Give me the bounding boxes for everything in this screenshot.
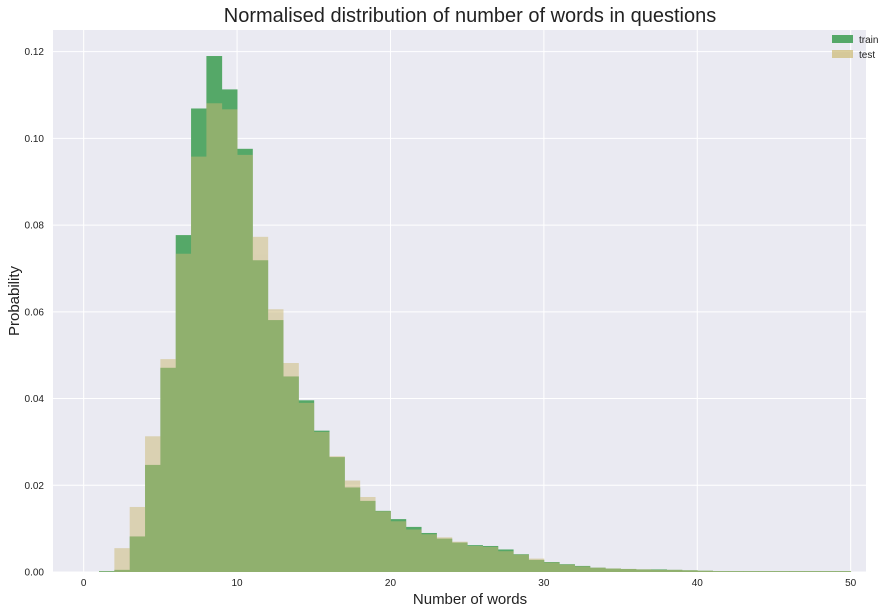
bar-test	[421, 534, 437, 572]
bar-test	[405, 529, 422, 572]
bar-test	[237, 154, 253, 572]
bar-test	[727, 571, 744, 572]
bar-test	[359, 496, 376, 572]
bar-test	[635, 569, 652, 572]
y-tick-labels: 0.00 0.02 0.04 0.06 0.08 0.10 0.12	[25, 47, 45, 578]
legend-swatch-train	[832, 35, 853, 43]
legend-label-train: train	[859, 35, 878, 46]
bar-test	[589, 567, 606, 572]
bar-test	[129, 506, 146, 572]
legend: train test	[832, 35, 878, 61]
bar-test	[329, 456, 345, 572]
x-tick-label: 0	[81, 578, 87, 589]
bar-test	[467, 545, 483, 572]
bar-test	[605, 568, 621, 572]
series-test	[99, 103, 852, 573]
y-tick-label: 0.02	[25, 481, 45, 492]
bar-test	[436, 537, 453, 572]
y-tick-label: 0.08	[25, 221, 45, 232]
bar-test	[651, 569, 667, 572]
bar-test	[666, 569, 683, 572]
y-tick-label: 0.06	[25, 307, 45, 318]
bar-test	[114, 548, 131, 572]
x-tick-label: 10	[232, 578, 244, 589]
bar-test	[543, 562, 560, 572]
y-axis-title: Probability	[6, 265, 23, 336]
legend-swatch-test	[832, 50, 853, 58]
x-tick-label: 20	[385, 578, 397, 589]
bar-test	[482, 546, 499, 572]
bar-test	[497, 551, 514, 572]
bar-test	[758, 571, 775, 572]
bar-test	[390, 521, 407, 572]
bar-test	[819, 571, 836, 572]
bar-test	[206, 103, 223, 573]
bar-test	[513, 554, 529, 572]
bar-test	[252, 236, 269, 572]
y-tick-label: 0.12	[25, 47, 45, 58]
y-tick-label: 0.04	[25, 394, 45, 405]
bars	[99, 56, 852, 573]
x-tick-label: 40	[692, 578, 704, 589]
bar-test	[375, 511, 391, 572]
bar-test	[221, 109, 238, 572]
bar-test	[712, 571, 729, 572]
legend-label-test: test	[859, 50, 875, 61]
bar-test	[804, 571, 821, 572]
chart-title: Normalised distribution of number of wor…	[224, 5, 716, 27]
bar-test	[835, 571, 852, 572]
x-tick-label: 50	[845, 578, 857, 589]
bar-test	[283, 363, 299, 572]
bar-test	[191, 156, 207, 572]
y-tick-label: 0.00	[25, 568, 45, 579]
y-tick-label: 0.10	[25, 134, 45, 145]
bar-test	[298, 402, 315, 572]
bar-test	[620, 568, 637, 572]
bar-test	[160, 359, 177, 572]
bar-test	[681, 570, 698, 572]
x-axis-title: Number of words	[413, 591, 527, 608]
bar-test	[313, 431, 330, 572]
bar-test	[528, 558, 545, 572]
bar-test	[773, 571, 790, 572]
bar-test	[559, 564, 575, 572]
bar-test	[743, 571, 760, 572]
bar-test	[175, 253, 192, 572]
bar-test	[697, 570, 714, 572]
bar-test	[267, 309, 284, 572]
bar-test	[789, 571, 806, 572]
bar-test	[574, 566, 591, 572]
bar-test	[145, 436, 161, 572]
x-tick-labels: 0 10 20 30 40 50	[81, 578, 857, 589]
bar-test	[451, 541, 468, 572]
x-tick-label: 30	[538, 578, 550, 589]
bar-test	[344, 480, 361, 572]
